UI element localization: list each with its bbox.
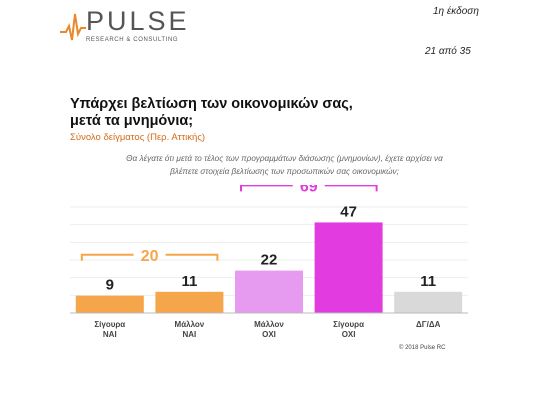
group-total-label: 20 [141,248,159,265]
bar [314,222,383,313]
slide-title: Υπάρχει βελτίωση των οικονομικών σας, με… [70,96,490,130]
data-label: 22 [261,252,278,269]
group-bracket [80,253,219,261]
category-label: Σίγουρα [94,320,125,329]
category-label: ΟΧΙ [342,330,356,339]
slide-title-line2: μετά τα μνημόνια; [70,113,194,129]
bar [75,295,144,313]
slide-title-line1: Υπάρχει βελτίωση των οικονομικών σας, [70,96,353,112]
bar [394,291,463,313]
pulse-wave-icon [60,13,86,41]
bar-chart: 9ΣίγουραΝΑΙ11ΜάλλονΝΑΙ22ΜάλλονΟΧΙ47Σίγου… [70,185,468,339]
brand-name: PULSE [86,6,190,36]
page-number: 21 από 35 [425,46,471,57]
data-label: 11 [181,273,197,290]
pulse-logo: PULSE RESEARCH & CONSULTING [60,4,187,48]
category-label: Μάλλον [254,320,284,329]
survey-question: Θα λέγατε ότι μετά το τέλος των προγραμμ… [126,154,443,176]
group-total-label: 69 [300,185,318,195]
data-label: 11 [420,273,436,290]
bar [155,291,224,313]
category-label: Σίγουρα [333,320,364,329]
bar [235,270,303,313]
category-label: ΟΧΙ [262,330,276,339]
edition-label: 1η έκδοση [433,6,479,17]
copyright-footer: © 2018 Pulse RC [399,345,446,351]
data-label: 9 [106,277,114,294]
category-label: Μάλλον [175,320,205,329]
data-label: 47 [340,203,357,220]
sample-subtitle: Σύνολο δείγματος (Περ. Αττικής) [70,132,206,143]
brand-subtitle: RESEARCH & CONSULTING [86,37,179,43]
category-label: ΔΓ/ΔΑ [416,320,441,329]
group-bracket [240,185,378,192]
category-label: ΝΑΙ [183,330,197,339]
category-label: ΝΑΙ [103,330,117,339]
